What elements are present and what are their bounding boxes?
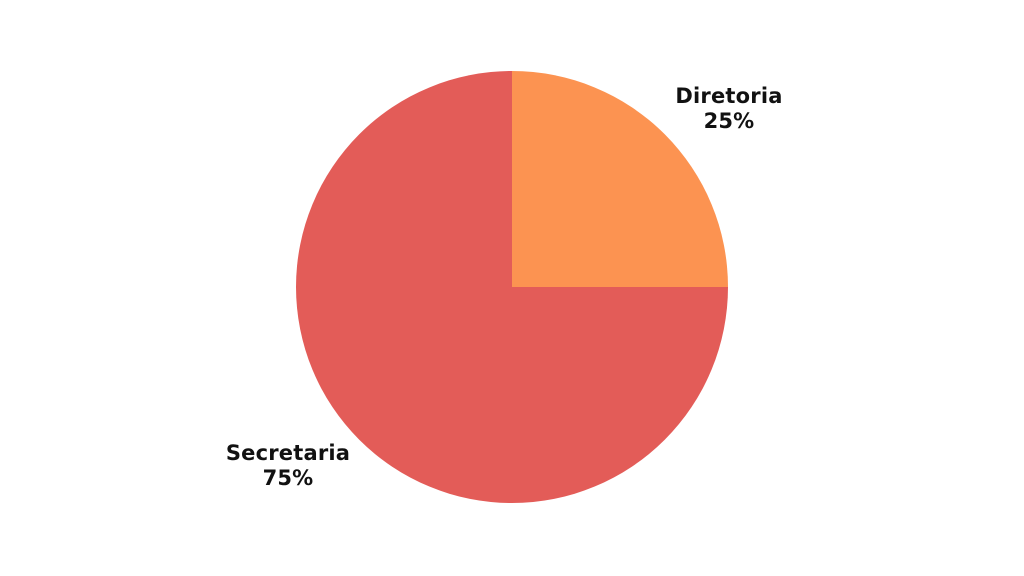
- slice-percent-secretaria: 75%: [262, 466, 314, 490]
- slice-label-secretaria: Secretaria 75%: [188, 441, 388, 491]
- slice-percent-diretoria: 25%: [703, 109, 755, 133]
- pie-chart: [296, 71, 728, 503]
- slice-name-secretaria: Secretaria: [225, 441, 351, 465]
- slice-label-diretoria: Diretoria 25%: [629, 84, 829, 134]
- slice-name-diretoria: Diretoria: [675, 84, 783, 108]
